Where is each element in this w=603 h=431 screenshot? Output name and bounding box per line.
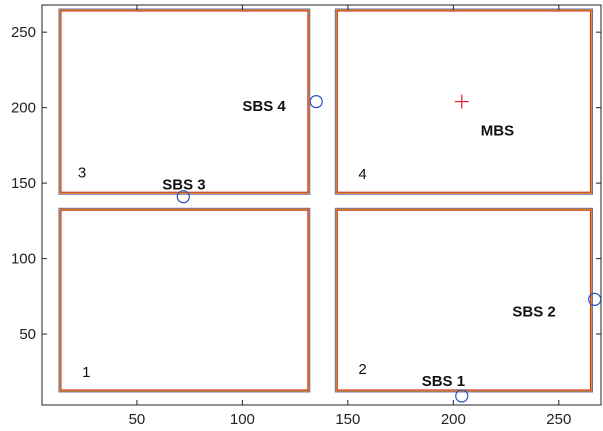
room-wall — [59, 9, 310, 194]
station-sbs-1: SBS 1 — [422, 373, 469, 403]
room-wall-inner — [336, 10, 591, 193]
room-edge — [58, 207, 311, 393]
x-tick-label: 50 — [129, 411, 146, 428]
room-label: 1 — [82, 364, 90, 381]
rooms-layer: 1 2 3 4 — [58, 8, 593, 393]
room-wall-inner — [60, 209, 309, 391]
station-label: SBS 3 — [162, 177, 205, 194]
station-sbs-3: SBS 3 — [162, 177, 206, 204]
y-tick-label: 150 — [11, 175, 36, 192]
room-1: 1 — [58, 207, 311, 393]
x-tick-label: 250 — [546, 411, 571, 428]
sbs-marker — [309, 95, 323, 109]
y-tick-label: 100 — [11, 251, 36, 268]
station-label: SBS 2 — [512, 303, 555, 320]
room-edge — [334, 207, 593, 393]
sbs-marker — [176, 190, 190, 204]
y-tick-label: 200 — [11, 100, 36, 117]
room-2: 2 — [334, 207, 593, 393]
room-label: 2 — [358, 361, 366, 378]
x-tick-label: 200 — [441, 411, 466, 428]
stations-layer: SBS 1 SBS 2 SBS 3 SBS 4 MBS — [162, 94, 602, 403]
x-tick-label: 150 — [335, 411, 360, 428]
y-tick-label: 250 — [11, 24, 36, 41]
room-wall — [335, 208, 593, 392]
station-label: SBS 4 — [242, 98, 286, 115]
sbs-marker — [588, 292, 602, 306]
station-label: MBS — [481, 122, 514, 139]
room-wall-inner — [336, 209, 591, 391]
station-mbs: MBS — [454, 94, 514, 139]
station-sbs-2: SBS 2 — [512, 292, 602, 320]
room-edge — [334, 8, 593, 195]
axes-frame — [41, 4, 602, 406]
room-wall — [335, 9, 593, 194]
station-label: SBS 1 — [422, 373, 465, 390]
x-tick-label: 100 — [230, 411, 255, 428]
room-label: 3 — [78, 165, 86, 182]
room-label: 4 — [358, 166, 366, 183]
room-wall-inner — [60, 10, 309, 193]
station-sbs-4: SBS 4 — [242, 95, 323, 115]
sbs-marker — [455, 389, 469, 403]
ticks-layer: 50 100 150 200 250 50 100 150 200 250 — [11, 5, 601, 428]
room-4: 4 — [334, 8, 593, 195]
room-wall — [59, 208, 310, 392]
y-tick-label: 50 — [19, 326, 36, 343]
